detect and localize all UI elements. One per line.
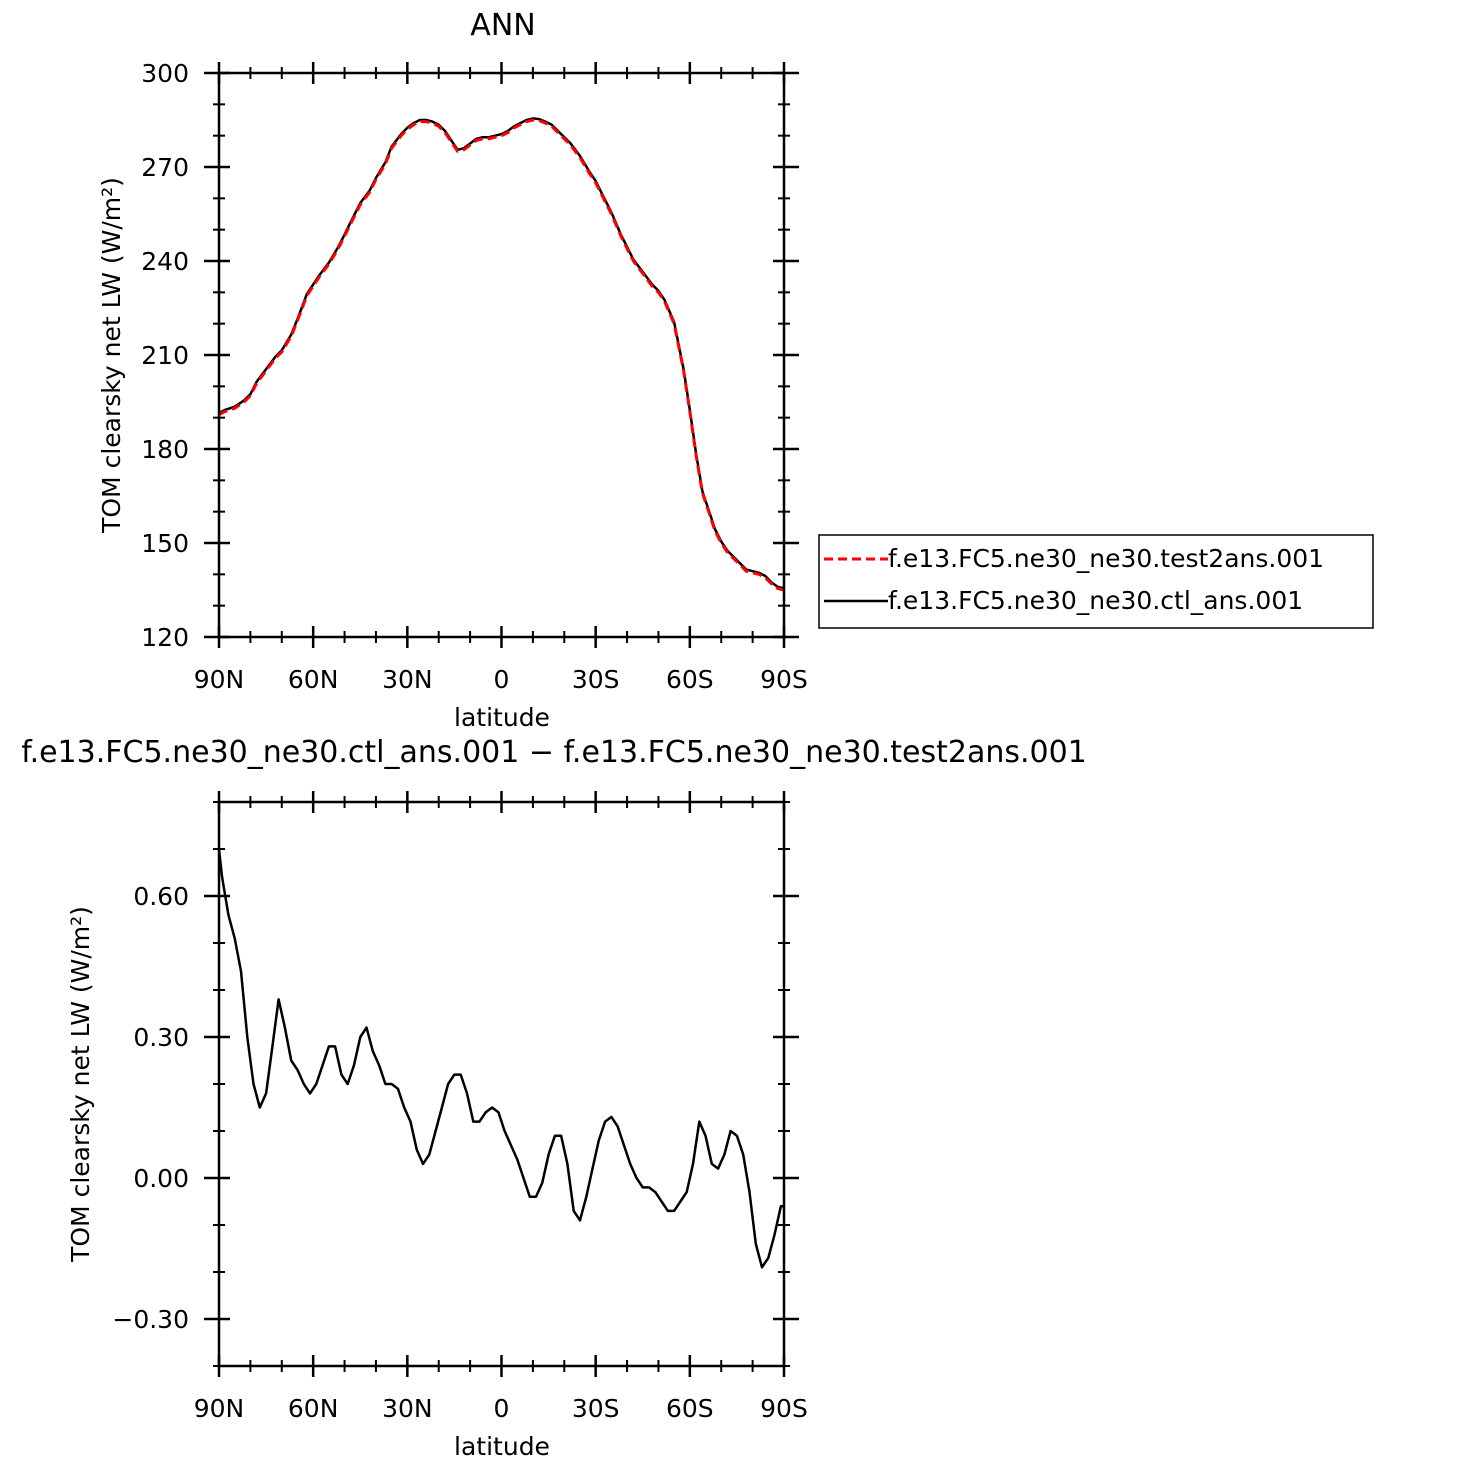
panel-top-ytick-label: 270 <box>141 153 189 182</box>
panel-top-ytick-label: 240 <box>141 247 189 276</box>
panel-top-xtick-label: 60N <box>288 665 339 694</box>
panel-top-xtick-label: 90N <box>194 665 245 694</box>
panel-top: ANN 90N 60N 30N 0 30S 60S 90S 120 150 180 210 240 27… <box>97 8 808 732</box>
panel-top-plot-area <box>218 117 785 592</box>
panel-bottom-title: f.e13.FC5.ne30_ne30.ctl_ans.001 − f.e13.… <box>21 735 1087 770</box>
panel-bottom-ytick-label: 0.60 <box>133 882 189 911</box>
panel-bottom-xtick-label: 90S <box>760 1394 808 1423</box>
panel-top-ytick-label: 300 <box>141 59 189 88</box>
panel-bottom-plot-area <box>217 848 784 1269</box>
panel-bottom: f.e13.FC5.ne30_ne30.ctl_ans.001 − f.e13.… <box>21 735 1087 1461</box>
panel-bottom-ticks: 90N 60N 30N 0 30S 60S 90S −0.30 0.00 0.30 0.60 <box>112 791 808 1423</box>
panel-top-xlabel: latitude <box>454 703 550 732</box>
legend-label-ctl: f.e13.FC5.ne30_ne30.ctl_ans.001 <box>888 586 1303 615</box>
panel-top-xtick-label: 60S <box>666 665 714 694</box>
panel-top-title: ANN <box>470 8 535 43</box>
panel-bottom-series-line-1 <box>217 848 784 1269</box>
panel-bottom-xlabel: latitude <box>454 1432 550 1461</box>
panel-top-xtick-label: 30S <box>572 665 620 694</box>
panel-top-ytick-label: 210 <box>141 341 189 370</box>
panel-bottom-ylabel: TOM clearsky net LW (W/m²) <box>66 906 95 1263</box>
panel-top-xtick-label: 90S <box>760 665 808 694</box>
panel-bottom-ytick-label: −0.30 <box>112 1305 189 1334</box>
panel-top-ytick-label: 150 <box>141 529 189 558</box>
legend-label-test2ans: f.e13.FC5.ne30_ne30.test2ans.001 <box>888 544 1324 573</box>
panel-top-frame <box>217 71 786 639</box>
panel-top-ytick-label: 180 <box>141 435 189 464</box>
panel-bottom-xtick-label: 60S <box>666 1394 714 1423</box>
panel-bottom-ytick-label: 0.00 <box>133 1164 189 1193</box>
panel-bottom-xtick-label: 60N <box>288 1394 339 1423</box>
panel-top-series-line-2 <box>218 117 785 590</box>
panel-top-ticks: 90N 60N 30N 0 30S 60S 90S 120 150 180 210 240 270 300 <box>141 59 808 694</box>
legend-box <box>818 534 1374 629</box>
panel-top-ylabel: TOM clearsky net LW (W/m²) <box>97 177 126 534</box>
panel-bottom-xtick-label: 30N <box>382 1394 433 1423</box>
panel-bottom-xtick-label: 30S <box>572 1394 620 1423</box>
panel-top-xtick-label: 30N <box>382 665 433 694</box>
panel-top-xtick-label: 0 <box>494 665 510 694</box>
panel-bottom-ytick-label: 0.30 <box>133 1023 189 1052</box>
panel-top-series-line-1 <box>218 118 785 592</box>
panel-bottom-xtick-label: 90N <box>194 1394 245 1423</box>
legend: f.e13.FC5.ne30_ne30.test2ans.001 f.e13.F… <box>818 534 1374 629</box>
panel-top-ytick-label: 120 <box>141 623 189 652</box>
panel-bottom-xtick-label: 0 <box>494 1394 510 1423</box>
